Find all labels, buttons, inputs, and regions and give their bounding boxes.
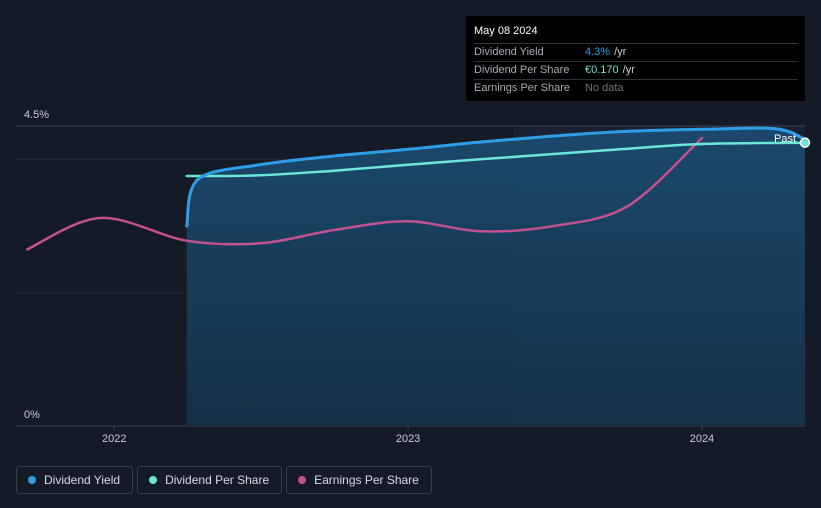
tooltip-label: Dividend Per Share [474, 64, 570, 76]
y-tick-label: 0% [24, 409, 40, 421]
past-label: Past [774, 133, 796, 145]
current-point-marker[interactable] [799, 137, 811, 148]
dividend-yield-area-fill [186, 128, 805, 426]
legend-item-earnings-per-share[interactable]: Earnings Per Share [286, 466, 432, 494]
tooltip-row-dividend-yield: Dividend Yield 4.3% /yr [474, 44, 798, 62]
tooltip-date: May 08 2024 [474, 24, 798, 44]
legend-label: Earnings Per Share [314, 473, 419, 487]
legend: Dividend Yield Dividend Per Share Earnin… [16, 466, 432, 494]
legend-label: Dividend Yield [44, 473, 121, 487]
tooltip-value: No data [585, 82, 624, 94]
tooltip: May 08 2024 Dividend Yield 4.3% /yr Divi… [466, 16, 805, 101]
tooltip-unit: /yr [614, 46, 627, 58]
legend-item-dividend-per-share[interactable]: Dividend Per Share [137, 466, 283, 494]
earnings-per-share-line [26, 136, 704, 251]
dividend-per-share-line [185, 141, 807, 178]
tooltip-label: Dividend Yield [474, 46, 544, 58]
legend-dot-icon [149, 476, 158, 484]
x-tick-label: 2023 [396, 433, 420, 445]
legend-item-dividend-yield[interactable]: Dividend Yield [16, 466, 134, 494]
tooltip-label: Earnings Per Share [474, 82, 570, 94]
tooltip-value: €0.170 [585, 64, 619, 76]
chart-area: 0% 4.5% 2022 2023 2024 Past [16, 109, 811, 445]
legend-dot-icon [28, 476, 36, 484]
tooltip-value: 4.3% [585, 46, 611, 58]
dividend-yield-area [186, 128, 805, 426]
y-tick-label: 4.5% [24, 109, 49, 121]
x-tick-label: 2024 [690, 433, 714, 445]
tooltip-row-earnings-per-share: Earnings Per Share No data [474, 80, 798, 97]
x-axis-ticks: 2022 2023 2024 [102, 426, 714, 445]
x-tick-label: 2022 [102, 433, 126, 445]
tooltip-row-dividend-per-share: Dividend Per Share €0.170 /yr [474, 62, 798, 80]
tooltip-unit: /yr [622, 64, 635, 76]
y-axis-ticks: 0% 4.5% [24, 109, 49, 421]
series-lines [26, 126, 807, 251]
legend-label: Dividend Per Share [165, 473, 270, 487]
dividend-yield-line [185, 126, 807, 228]
legend-dot-icon [298, 476, 307, 484]
